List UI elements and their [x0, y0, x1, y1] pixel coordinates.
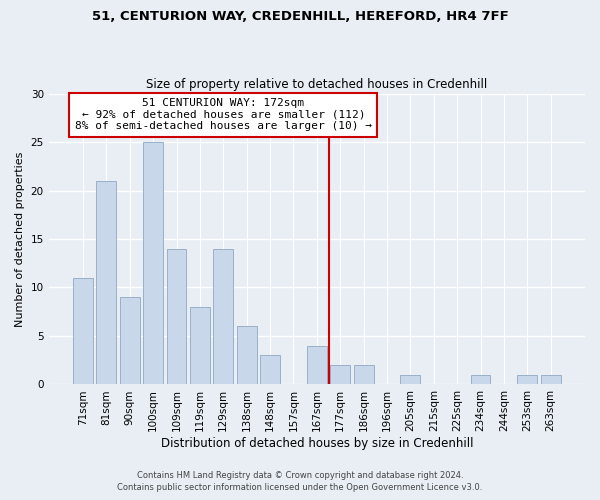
Bar [353, 365, 374, 384]
Bar [330, 365, 350, 384]
Bar [307, 346, 327, 385]
Title: Size of property relative to detached houses in Credenhill: Size of property relative to detached ho… [146, 78, 487, 91]
Bar [120, 297, 140, 384]
Bar [237, 326, 257, 384]
Bar [214, 248, 233, 384]
Bar [97, 181, 116, 384]
Bar [260, 356, 280, 384]
Y-axis label: Number of detached properties: Number of detached properties [15, 152, 25, 326]
Bar [190, 307, 210, 384]
Bar [73, 278, 93, 384]
Bar [143, 142, 163, 384]
Bar [517, 375, 537, 384]
Bar [541, 375, 560, 384]
Bar [400, 375, 421, 384]
Text: 51 CENTURION WAY: 172sqm
← 92% of detached houses are smaller (112)
8% of semi-d: 51 CENTURION WAY: 172sqm ← 92% of detach… [75, 98, 372, 132]
X-axis label: Distribution of detached houses by size in Credenhill: Distribution of detached houses by size … [161, 437, 473, 450]
Bar [470, 375, 490, 384]
Bar [167, 248, 187, 384]
Text: Contains HM Land Registry data © Crown copyright and database right 2024.
Contai: Contains HM Land Registry data © Crown c… [118, 471, 482, 492]
Text: 51, CENTURION WAY, CREDENHILL, HEREFORD, HR4 7FF: 51, CENTURION WAY, CREDENHILL, HEREFORD,… [92, 10, 508, 23]
